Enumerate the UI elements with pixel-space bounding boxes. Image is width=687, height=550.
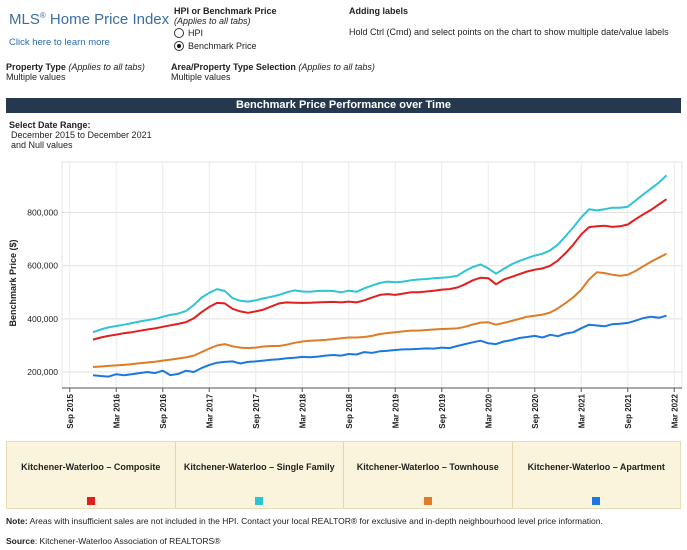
property-type-filter[interactable]: Property Type (Applies to all tabs) Mult… [6, 62, 145, 82]
x-tick-label: Mar 2018 [298, 393, 307, 428]
learn-more-link[interactable]: Click here to learn more [9, 37, 110, 48]
y-tick-label: 200,000 [27, 367, 58, 377]
radio-option-hpi[interactable]: HPI [174, 27, 334, 39]
legend-swatch [592, 497, 601, 505]
legend-swatch [255, 497, 264, 505]
legend: Kitchener-Waterloo – Composite Kitchener… [6, 441, 681, 509]
legend-swatch [86, 497, 95, 505]
area-selection-subtitle: (Applies to all tabs) [298, 62, 375, 72]
area-selection-value[interactable]: Multiple values [171, 72, 231, 82]
property-type-value[interactable]: Multiple values [6, 72, 66, 82]
area-selection-title: Area/Property Type Selection [171, 62, 296, 72]
legend-swatch [423, 497, 432, 505]
x-axis: Sep 2015 Mar 2016 Sep 2016 Mar 2017 Sep 2017… [62, 387, 682, 429]
date-range-line2[interactable]: and Null values [11, 140, 73, 150]
adding-labels-title: Adding labels [349, 6, 409, 16]
radio-hpi-label: HPI [188, 28, 204, 38]
property-type-title: Property Type [6, 62, 66, 72]
y-tick-label: 400,000 [27, 314, 58, 324]
legend-label: Kitchener-Waterloo – Composite [21, 462, 161, 472]
x-tick-label: Mar 2016 [112, 393, 121, 428]
series-line-townhouse[interactable] [92, 252, 667, 368]
x-tick-label: Sep 2018 [345, 393, 354, 428]
x-tick-label: Sep 2017 [252, 393, 261, 428]
plot-area [61, 161, 683, 389]
series-line-apartment[interactable] [92, 314, 667, 378]
adding-labels-info: Adding labels Hold Ctrl (Cmd) and select… [349, 6, 679, 37]
hpi-selector-subtitle: (Applies to all tabs) [174, 16, 251, 26]
x-tick-label: Mar 2020 [484, 393, 493, 428]
radio-hpi[interactable] [174, 28, 184, 38]
legend-item-composite[interactable]: Kitchener-Waterloo – Composite [7, 442, 176, 508]
series-line-composite[interactable] [92, 198, 668, 341]
property-type-subtitle: (Applies to all tabs) [68, 62, 145, 72]
y-tick-label: 600,000 [27, 261, 58, 271]
source-note: Source: Kitchener-Waterloo Association o… [6, 536, 221, 546]
area-selection-filter[interactable]: Area/Property Type Selection (Applies to… [171, 62, 375, 82]
hpi-selector: HPI or Benchmark Price (Applies to all t… [174, 6, 334, 52]
footnote: Note: Areas with insufficient sales are … [6, 516, 603, 526]
date-range-filter[interactable]: Select Date Range: December 2015 to Dece… [9, 120, 152, 150]
x-tick-label: Sep 2019 [438, 393, 447, 428]
legend-item-single-family[interactable]: Kitchener-Waterloo – Single Family [176, 442, 344, 508]
brand-title: MLS® Home Price Index [9, 11, 170, 28]
x-tick-label: Sep 2020 [531, 393, 540, 428]
legend-item-apartment[interactable]: Kitchener-Waterloo – Apartment [513, 442, 681, 508]
x-tick-label: Mar 2021 [577, 393, 586, 428]
radio-benchmark[interactable] [174, 41, 184, 51]
date-range-title: Select Date Range: [9, 120, 91, 130]
legend-label: Kitchener-Waterloo – Apartment [527, 462, 665, 472]
x-tick-label: Mar 2017 [205, 393, 214, 428]
x-tick-label: Sep 2016 [159, 393, 168, 428]
y-axis: 200,000 400,000 600,000 800,000 [27, 208, 58, 378]
price-chart[interactable]: 200,000 400,000 600,000 800,000 Sep 2015 Mar… [0, 158, 687, 440]
series-line-single-family[interactable] [92, 174, 668, 334]
date-range-line1[interactable]: December 2015 to December 2021 [11, 130, 152, 140]
legend-item-townhouse[interactable]: Kitchener-Waterloo – Townhouse [344, 442, 513, 508]
chart-series[interactable] [92, 174, 668, 378]
y-axis-label: Benchmark Price ($) [8, 239, 18, 326]
chart-grid [61, 161, 683, 389]
x-tick-label: Sep 2015 [66, 393, 75, 428]
x-tick-label: Mar 2019 [391, 393, 400, 428]
legend-label: Kitchener-Waterloo – Townhouse [356, 462, 499, 472]
hpi-selector-title: HPI or Benchmark Price [174, 6, 277, 16]
radio-option-benchmark[interactable]: Benchmark Price [174, 40, 334, 52]
x-tick-label: Mar 2022 [670, 393, 679, 428]
legend-label: Kitchener-Waterloo – Single Family [183, 462, 335, 472]
y-tick-label: 800,000 [27, 208, 58, 218]
adding-labels-text: Hold Ctrl (Cmd) and select points on the… [349, 27, 669, 37]
brand: MLS® Home Price Index [9, 11, 169, 28]
radio-benchmark-label: Benchmark Price [188, 41, 257, 51]
x-tick-label: Sep 2021 [624, 393, 633, 428]
chart-banner: Benchmark Price Performance over Time [6, 98, 681, 113]
